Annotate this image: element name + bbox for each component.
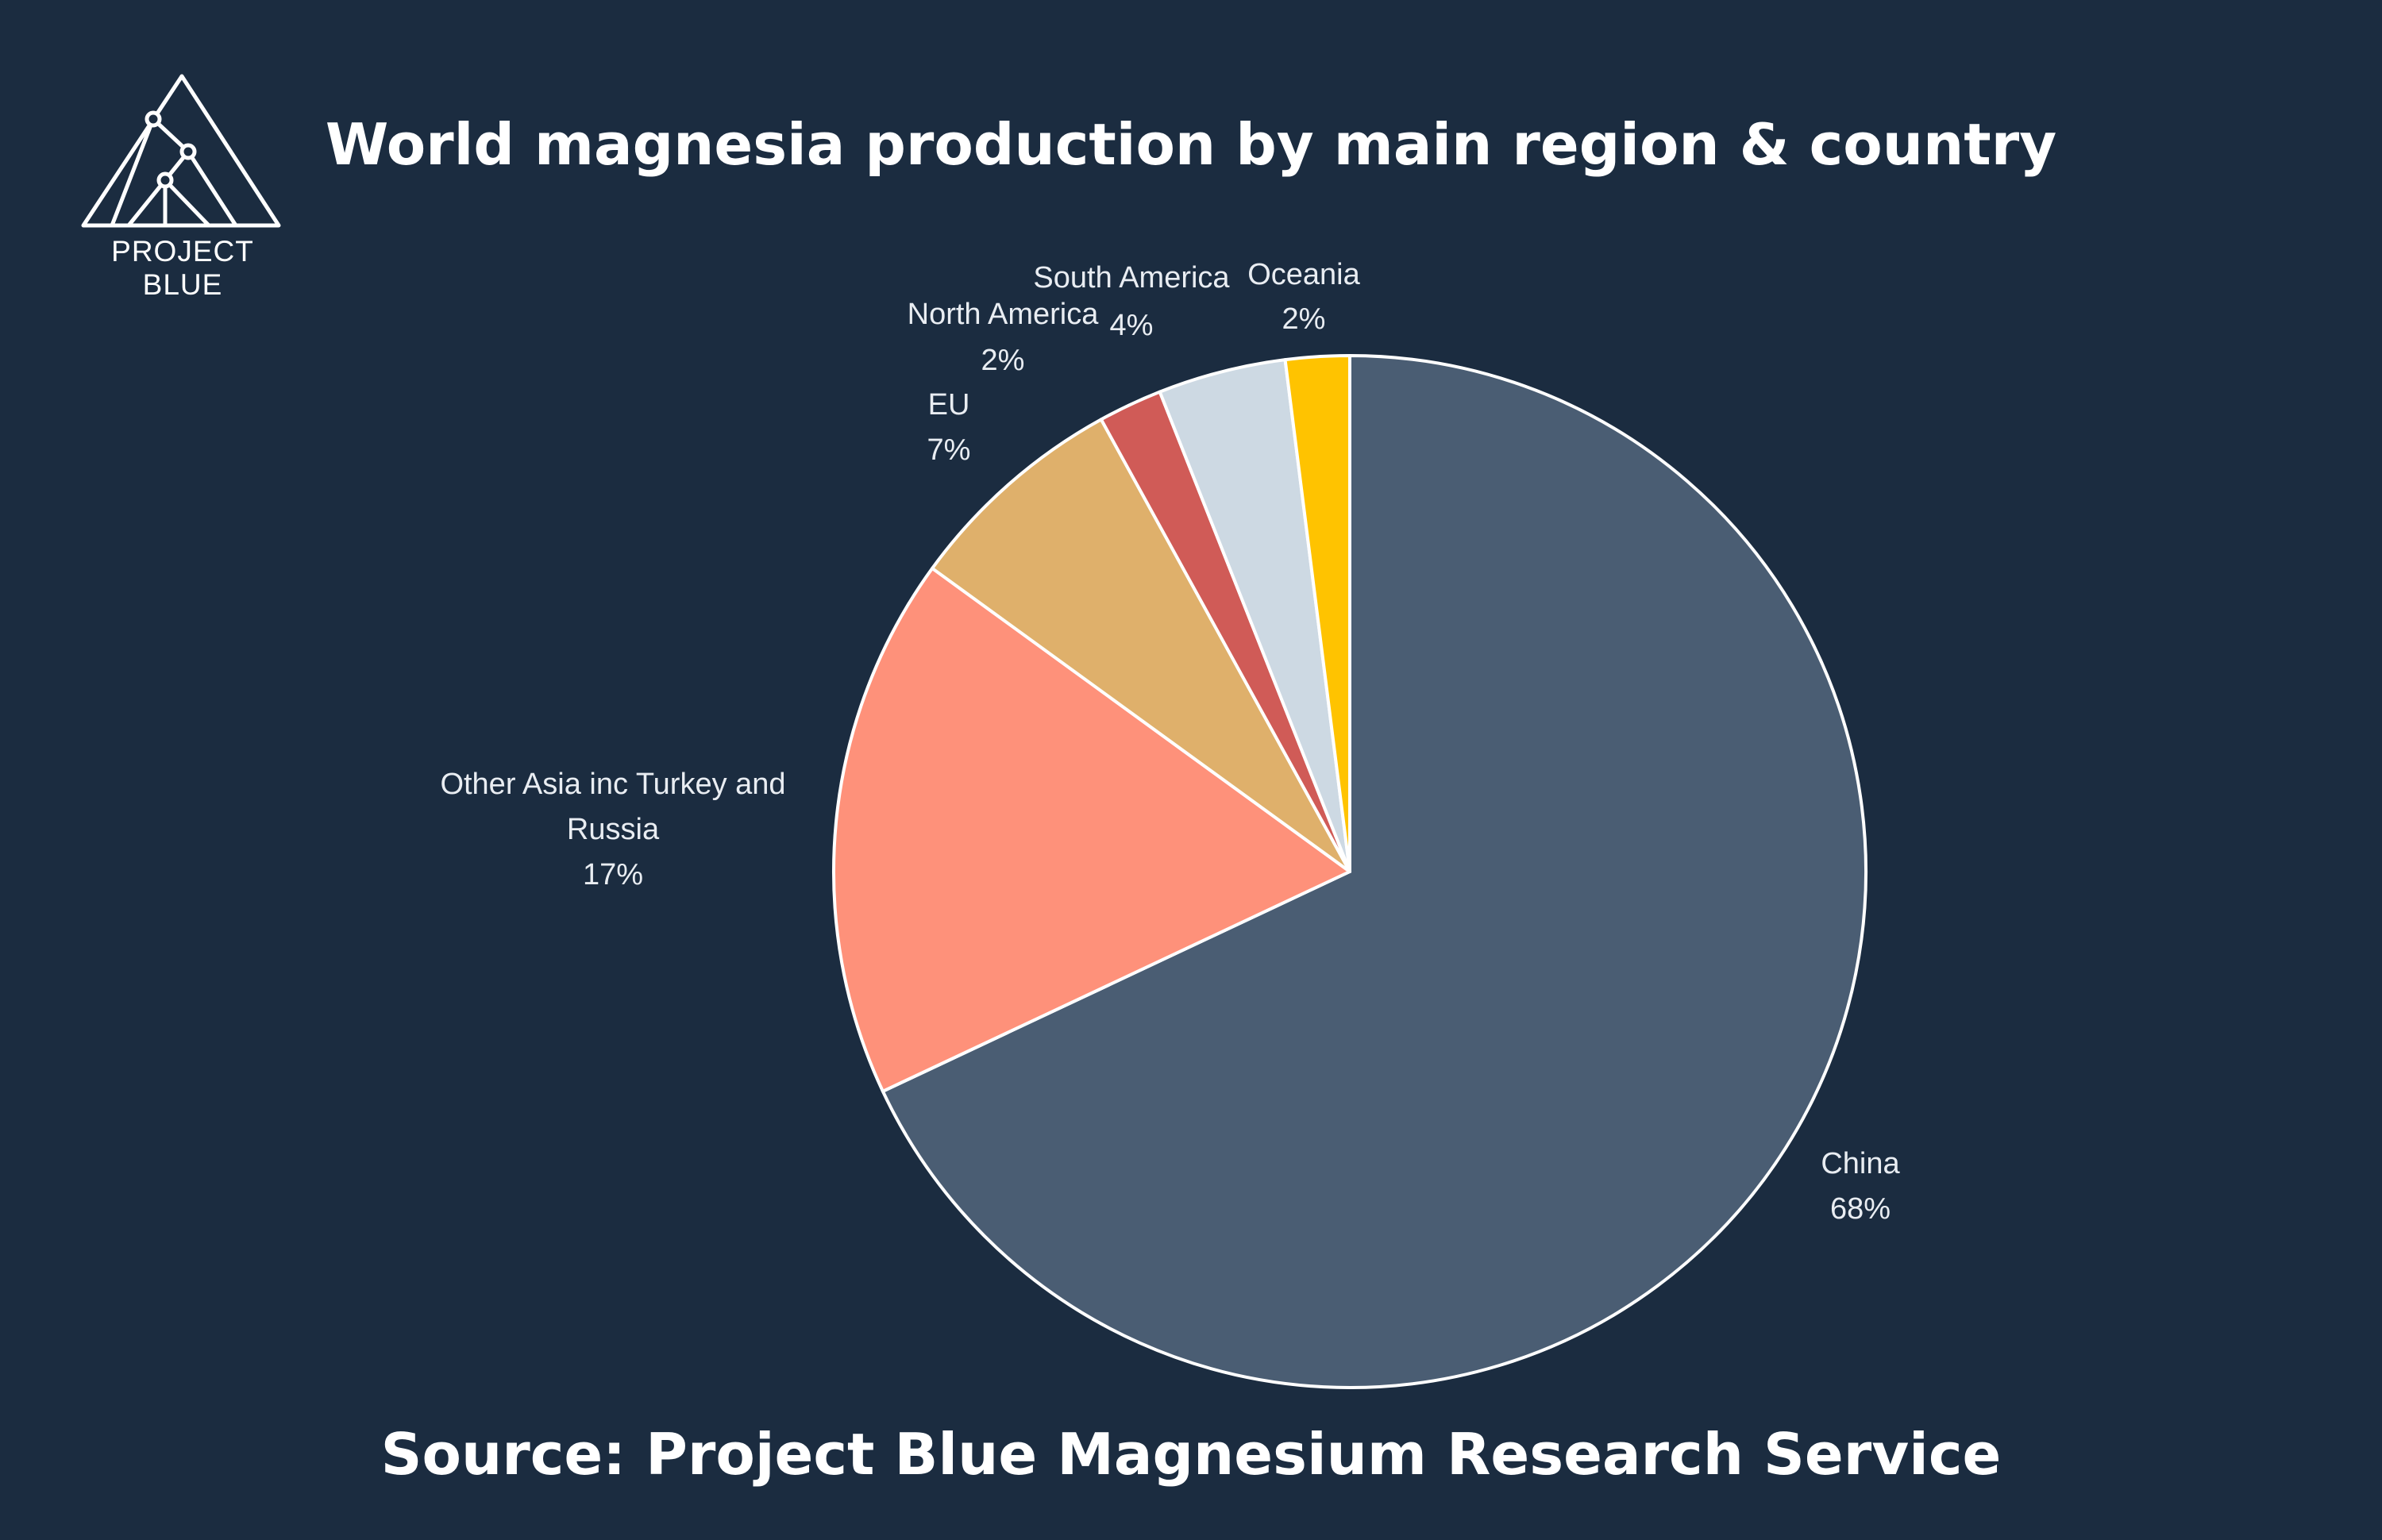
pie-slice-eu <box>931 418 1351 873</box>
slice-label-value: 2% <box>981 344 1025 377</box>
slice-label-north-america: North America 2% <box>908 298 1100 377</box>
slice-label-value: 68% <box>1830 1192 1891 1226</box>
slice-label-value: 4% <box>1110 309 1154 342</box>
slice-label-other-asia-inc-turkey-and-russia: Other Asia inc Turkey and Russia 17% <box>440 768 785 891</box>
slice-label-value: 17% <box>583 858 643 891</box>
slice-label-eu: EU 7% <box>927 388 971 467</box>
slice-label-name: Oceania <box>1247 258 1360 291</box>
project-blue-logo: PROJECT BLUE <box>75 70 290 301</box>
slice-label-value: 2% <box>1282 302 1326 336</box>
slice-label-value: 7% <box>927 433 971 467</box>
slice-label-name: North America <box>908 298 1100 331</box>
pie-slice-other-asia-inc-turkey-and-russia <box>832 566 1351 1093</box>
logo-text: PROJECT BLUE <box>111 235 254 301</box>
slice-label-name: Russia <box>567 813 660 846</box>
slice-label-oceania: Oceania 2% <box>1247 258 1360 336</box>
slice-label-name: Other Asia inc Turkey and <box>440 768 785 801</box>
slice-label-name: EU <box>928 388 970 422</box>
logo-triangle-icon <box>81 74 281 228</box>
source-note: Source: Project Blue Magnesium Research … <box>380 1421 2002 1488</box>
slice-label-south-america: South America 4% <box>1033 261 1230 342</box>
slice-label-name: China <box>1821 1147 1900 1180</box>
chart-title: World magnesia production by main region… <box>325 111 2057 178</box>
slice-label-china: China 68% <box>1821 1147 1900 1226</box>
pie-slice-china <box>881 354 1867 1389</box>
pie-slice-oceania <box>1283 354 1351 873</box>
slice-label-name: South America <box>1033 261 1230 295</box>
